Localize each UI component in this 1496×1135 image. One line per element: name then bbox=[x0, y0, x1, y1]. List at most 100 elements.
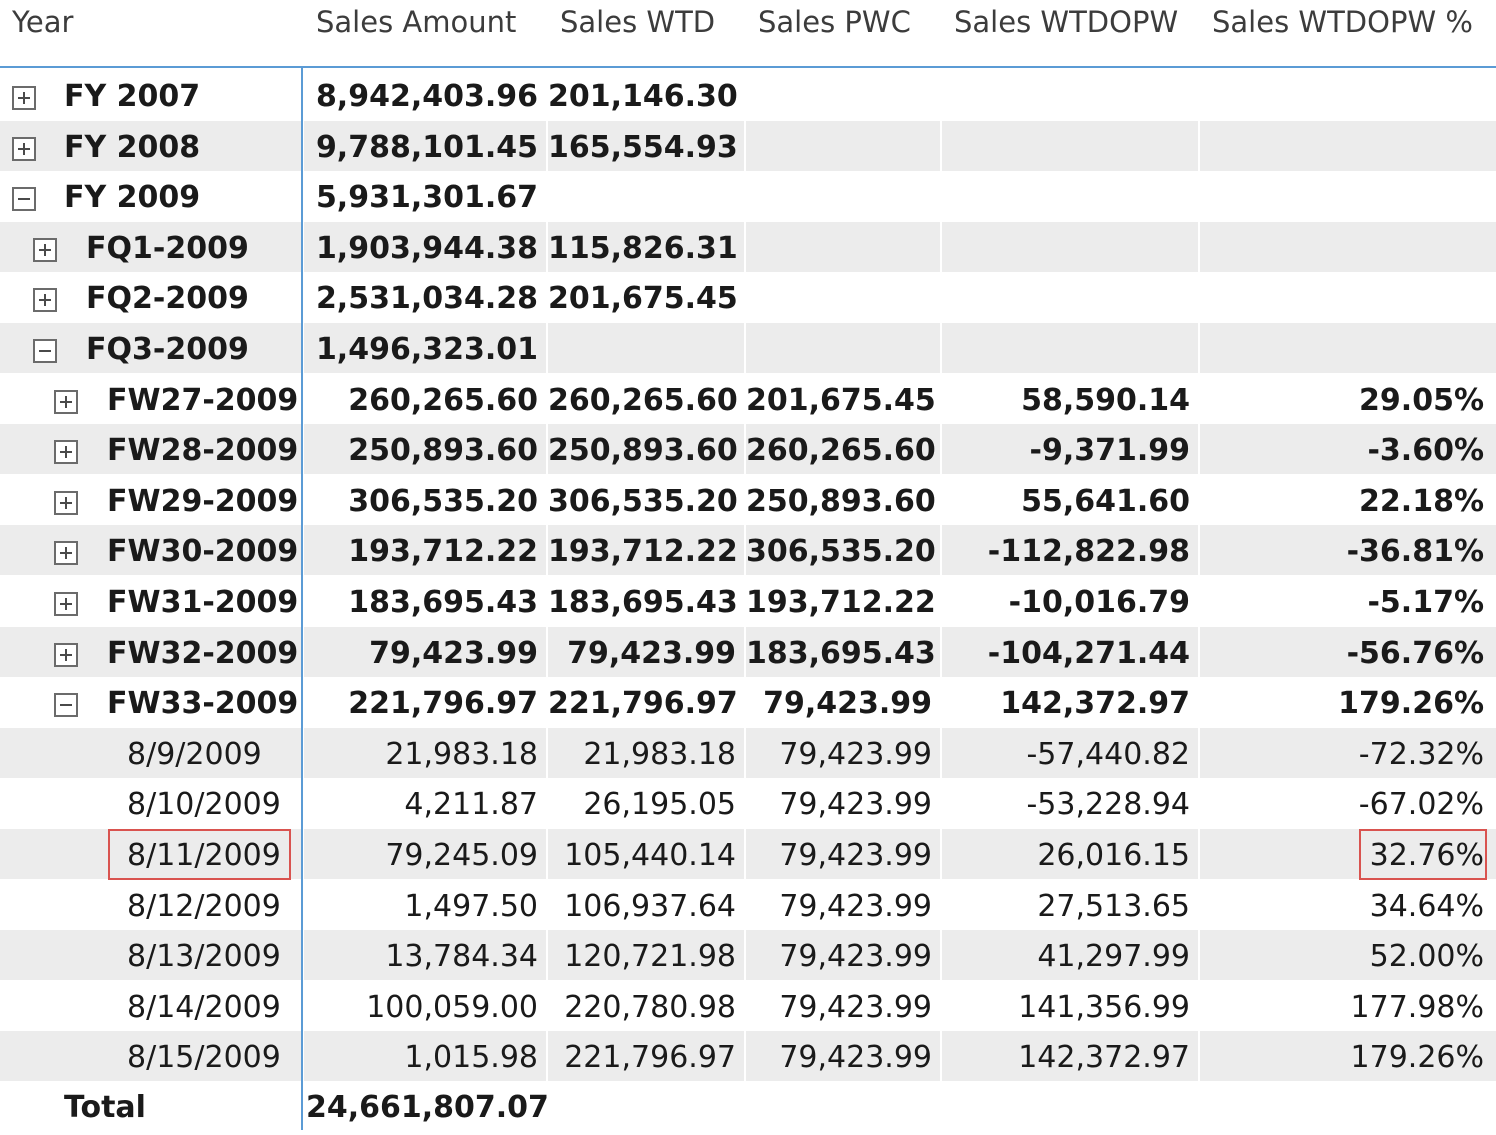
cell-sales-amount: 1,015.98 bbox=[404, 1040, 538, 1076]
cell-sales-wtd: 165,554.93 bbox=[548, 129, 738, 165]
column-header-sales-wtd[interactable]: Sales WTD bbox=[560, 5, 716, 39]
row-header-label: FY 2007 bbox=[64, 79, 201, 114]
column-separator bbox=[546, 626, 548, 677]
cell-sales-amount: 1,903,944.38 bbox=[315, 230, 538, 266]
table-row[interactable]: FQ2-2009 2,531,034.28 201,675.45 bbox=[0, 272, 1496, 323]
collapse-minus-icon[interactable] bbox=[12, 187, 36, 212]
column-separator bbox=[1198, 829, 1200, 879]
column-header-sales-wtdopw[interactable]: Sales WTDOPW bbox=[954, 5, 1179, 39]
total-sales-amount: 24,661,807.07 bbox=[306, 1090, 549, 1125]
column-separator bbox=[546, 829, 548, 879]
table-row[interactable]: 8/11/2009 79,245.09 105,440.14 79,423.99 26,… bbox=[0, 829, 1496, 879]
column-separator bbox=[1198, 626, 1200, 677]
table-row[interactable]: FY 2008 9,788,101.45 165,554.93 bbox=[0, 120, 1496, 171]
column-separator bbox=[940, 70, 942, 120]
table-row[interactable]: 8/10/2009 4,211.87 26,195.05 79,423.99 -53,2… bbox=[0, 778, 1496, 829]
toggle-stroke bbox=[23, 142, 25, 155]
row-header-label: 8/9/2009 bbox=[127, 736, 262, 772]
expand-plus-icon[interactable] bbox=[54, 642, 78, 667]
table-row[interactable]: FY 2009 5,931,301.67 bbox=[0, 171, 1496, 222]
cell-sales-wtd: 201,146.30 bbox=[548, 79, 738, 114]
row-header-label: 8/10/2009 bbox=[127, 787, 281, 823]
column-separator bbox=[744, 879, 746, 930]
collapse-minus-icon[interactable] bbox=[54, 693, 78, 718]
collapse-minus-icon[interactable] bbox=[33, 339, 57, 363]
cell-sales-wtdopw: -9,371.99 bbox=[1029, 433, 1191, 469]
column-separator bbox=[546, 727, 548, 778]
cell-sales-pwc: 79,423.99 bbox=[779, 888, 932, 924]
cell-sales-amount: 221,796.97 bbox=[348, 686, 538, 722]
table-row[interactable]: 8/13/2009 13,784.34 120,721.98 79,423.99 41,… bbox=[0, 930, 1496, 981]
column-separator bbox=[744, 1031, 746, 1082]
column-separator bbox=[744, 323, 746, 373]
expand-plus-icon[interactable] bbox=[54, 389, 78, 414]
column-separator bbox=[744, 525, 746, 576]
cell-sales-wtd: 106,937.64 bbox=[564, 888, 736, 924]
expand-plus-icon[interactable] bbox=[12, 136, 36, 161]
column-separator bbox=[546, 323, 548, 373]
column-header-sales-amount[interactable]: Sales Amount bbox=[316, 5, 517, 39]
column-separator bbox=[1198, 778, 1200, 829]
column-header-year[interactable]: Year bbox=[12, 5, 74, 39]
column-separator bbox=[940, 424, 942, 475]
table-row[interactable]: FY 2007 8,942,403.96 201,146.30 bbox=[0, 70, 1496, 120]
column-separator bbox=[744, 272, 746, 323]
expand-plus-icon[interactable] bbox=[54, 490, 78, 515]
row-header-label: FW28-2009 bbox=[107, 433, 299, 469]
column-separator bbox=[302, 424, 304, 475]
toggle-stroke bbox=[65, 395, 67, 408]
table-row[interactable]: FW32-2009 79,423.99 79,423.99 183,695.43 -10… bbox=[0, 626, 1496, 677]
expand-plus-icon[interactable] bbox=[12, 86, 36, 110]
row-header-label: FY 2008 bbox=[64, 129, 201, 165]
cell-sales-pwc: 260,265.60 bbox=[746, 433, 936, 469]
cell-sales-wtd: 79,423.99 bbox=[567, 635, 736, 671]
column-separator bbox=[546, 980, 548, 1031]
table-row[interactable]: 8/12/2009 1,497.50 106,937.64 79,423.99 27,5… bbox=[0, 879, 1496, 930]
column-header-sales-wtdopw-pct[interactable]: Sales WTDOPW % bbox=[1212, 5, 1473, 39]
cell-sales-wtdopw-pct bbox=[1200, 323, 1484, 373]
expand-plus-icon[interactable] bbox=[33, 288, 57, 313]
expand-plus-icon[interactable] bbox=[54, 440, 78, 465]
column-separator bbox=[546, 778, 548, 829]
cell-sales-amount: 250,893.60 bbox=[348, 433, 538, 469]
column-separator bbox=[744, 626, 746, 677]
cell-sales-wtdopw: -112,822.98 bbox=[987, 534, 1190, 570]
table-row[interactable]: FW29-2009 306,535.20 306,535.20 250,893.60 5… bbox=[0, 474, 1496, 525]
expand-plus-icon[interactable] bbox=[54, 592, 78, 616]
toggle-stroke bbox=[23, 92, 25, 104]
table-row[interactable]: FW33-2009 221,796.97 221,796.97 79,423.99 14… bbox=[0, 677, 1496, 728]
column-separator bbox=[940, 323, 942, 373]
table-row[interactable]: FW27-2009 260,265.60 260,265.60 201,675.45 5… bbox=[0, 373, 1496, 424]
column-separator bbox=[546, 171, 548, 222]
toggle-stroke bbox=[65, 648, 67, 661]
expand-plus-icon[interactable] bbox=[33, 237, 57, 262]
expand-plus-icon[interactable] bbox=[54, 541, 78, 566]
table-row[interactable]: 8/14/2009 100,059.00 220,780.98 79,423.99 14… bbox=[0, 980, 1496, 1031]
column-separator bbox=[302, 221, 304, 272]
table-row[interactable]: FQ3-2009 1,496,323.01 bbox=[0, 323, 1496, 373]
toggle-stroke bbox=[65, 446, 67, 459]
table-row[interactable]: FQ1-2009 1,903,944.38 115,826.31 bbox=[0, 221, 1496, 272]
table-row[interactable]: 8/15/2009 1,015.98 221,796.97 79,423.99 142,… bbox=[0, 1031, 1496, 1082]
column-separator bbox=[744, 424, 746, 475]
cell-sales-wtd: 221,796.97 bbox=[564, 1040, 736, 1076]
cell-sales-wtdopw: -53,228.94 bbox=[1026, 787, 1190, 823]
column-separator bbox=[546, 221, 548, 272]
cell-sales-wtdopw-pct: -3.60% bbox=[1367, 433, 1484, 469]
cell-sales-wtdopw: 141,356.99 bbox=[1018, 989, 1190, 1025]
table-row[interactable]: FW31-2009 183,695.43 183,695.43 193,712.22-… bbox=[0, 576, 1496, 626]
cell-sales-amount: 4,211.87 bbox=[404, 787, 538, 823]
table-row[interactable]: 8/9/2009 21,983.18 21,983.18 79,423.99 -57,4… bbox=[0, 727, 1496, 778]
table-row[interactable]: FW30-2009 193,712.22 193,712.22 306,535.20-… bbox=[0, 525, 1496, 576]
column-separator bbox=[940, 120, 942, 171]
cell-sales-pwc: 183,695.43 bbox=[746, 635, 936, 671]
column-separator bbox=[744, 70, 746, 120]
column-header-sales-pwc[interactable]: Sales PWC bbox=[758, 5, 911, 39]
cell-sales-amount: 8,942,403.96 bbox=[315, 79, 538, 114]
cell-sales-pwc: 250,893.60 bbox=[746, 483, 936, 519]
table-row[interactable]: FW28-2009 250,893.60 250,893.60 260,265.60-… bbox=[0, 424, 1496, 475]
cell-sales-wtdopw bbox=[942, 222, 1190, 272]
column-separator bbox=[744, 120, 746, 171]
cell-sales-wtd: 201,675.45 bbox=[548, 281, 738, 317]
toggle-stroke bbox=[44, 294, 46, 307]
